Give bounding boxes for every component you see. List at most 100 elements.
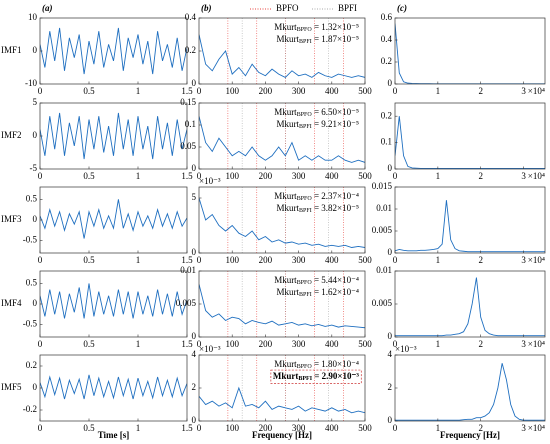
y-exponent: ×10⁻³ <box>199 176 221 186</box>
plot-area <box>395 355 545 421</box>
x-tick-label: 0 <box>393 423 398 433</box>
annotation: MkurtBPFI = 9.21×10⁻⁵ <box>277 119 359 130</box>
annotation-sub: BPFO <box>297 27 313 33</box>
signal-line <box>199 116 365 163</box>
annotation: MkurtBPFO = 6.50×10⁻⁵ <box>274 107 359 118</box>
x-tick-label: 0 <box>197 423 202 433</box>
signal-line <box>199 284 365 329</box>
y-tick-label: 0.2 <box>381 110 392 120</box>
y-tick-label: 0 <box>33 45 38 55</box>
x-tick-label: 0 <box>197 339 202 349</box>
annotation-main: Mkurt <box>274 191 297 201</box>
axes-box <box>394 17 546 85</box>
x-tick-label: 200 <box>259 86 273 96</box>
y-tick-label: 0 <box>33 214 38 224</box>
y-tick-label: 2 <box>388 382 393 392</box>
annotation-main: Mkurt <box>277 287 300 297</box>
x-tick-label: 2 <box>478 423 483 433</box>
x-tick-label: 3 <box>521 255 526 265</box>
plot-area <box>40 18 187 84</box>
axes-box <box>394 102 546 170</box>
y-tick-label: 2 <box>192 382 197 392</box>
y-tick-label: 0 <box>192 78 197 88</box>
panel: 0 1 2 3 0 0.005 0.01 ×10⁴ <box>372 265 546 349</box>
x-tick-label: 3 <box>521 86 526 96</box>
y-tick-label: 0 <box>388 247 393 257</box>
signal-line <box>40 374 187 400</box>
x-tick-label: 400 <box>325 171 339 181</box>
annotation: MkurtBPFO = 1.32×10⁻⁵ <box>274 22 359 33</box>
x-tick-label: 2 <box>478 86 483 96</box>
panel: 0 0.5 1 1.5-0.200.2 <box>23 354 193 433</box>
signal-line <box>199 386 365 414</box>
panel: 0 100 200 300 400 500 0 0.005 0.01 MkurtBPFO = 5.… <box>176 265 373 349</box>
x-tick-label: 500 <box>358 171 372 181</box>
x-tick-label: 500 <box>358 423 372 433</box>
signal-line <box>40 112 187 160</box>
plot-area <box>40 271 187 337</box>
y-tick-label: 0.01 <box>376 203 392 213</box>
y-tick-label: 0.4 <box>185 12 197 22</box>
y-tick-label: -0.2 <box>23 404 37 414</box>
annotation-sub: BPFO <box>297 196 313 202</box>
panel: 0 0.5 1 1.5-0.500.5 <box>23 270 193 349</box>
annotation-rest: = 3.82×10⁻⁵ <box>312 203 359 213</box>
y-tick-label: 0 <box>388 163 393 173</box>
panel: 0 1 2 3 0 0.2 0.4 0.6 ×10⁴ <box>381 12 546 96</box>
panel: 0 100 200 300 400 500 0 2 4 ×10⁻³ MkurtBPFO = 1.80… <box>192 344 373 433</box>
y-tick-label: 0.2 <box>26 360 37 370</box>
plot-area <box>40 187 187 253</box>
x-tick-label: 100 <box>225 171 239 181</box>
x-tick-label: 300 <box>292 171 306 181</box>
annotation: MkurtBPFI = 1.62×10⁻⁴ <box>277 287 359 298</box>
x-tick-label: 2 <box>478 339 483 349</box>
annotation-main: Mkurt <box>274 275 297 285</box>
x-tick-label: 1.5 <box>181 423 193 433</box>
y-tick-label: 0 <box>192 415 197 425</box>
x-tick-label: 0 <box>197 171 202 181</box>
annotation-main: Mkurt <box>277 119 300 129</box>
plot-area <box>40 355 187 421</box>
x-tick-label: 1 <box>136 171 141 181</box>
x-tick-label: 0 <box>38 423 43 433</box>
y-tick-label: 0.4 <box>381 34 393 44</box>
signal-line <box>395 363 545 421</box>
panel: 0 100 200 300 400 500 0 5×10⁻³ MkurtBPFO = 2.37×… <box>192 176 373 265</box>
x-tick-label: 0 <box>393 255 398 265</box>
y-tick-label: 0.05 <box>180 141 196 151</box>
annotation-rest: = 1.32×10⁻⁵ <box>312 22 359 32</box>
annotation-main: Mkurt <box>277 203 300 213</box>
x-axis-label: Frequency [Hz] <box>440 430 500 440</box>
x-tick-label: 500 <box>358 339 372 349</box>
x-tick-label: 300 <box>292 339 306 349</box>
y-tick-label: 0.5 <box>26 193 38 203</box>
y-tick-label: 0 <box>33 130 38 140</box>
row-label: IMF1 <box>1 45 22 55</box>
x-exponent: ×10⁴ <box>528 255 545 265</box>
y-tick-label: 0.005 <box>372 298 393 308</box>
axes-box <box>198 186 366 254</box>
annotation: MkurtBPFO = 2.37×10⁻⁴ <box>274 191 359 202</box>
x-exponent: ×10⁴ <box>528 171 545 181</box>
x-tick-label: 1 <box>436 171 441 181</box>
y-tick-label: -5 <box>30 163 38 173</box>
y-tick-label: 0.1 <box>381 137 392 147</box>
annotation-rest: = 2.90×10⁻³ <box>312 371 359 381</box>
x-exponent: ×10⁴ <box>528 423 545 433</box>
annotation-sub: BPFI <box>299 39 312 45</box>
annotation-main: Mkurt <box>273 371 299 381</box>
annotation-main: Mkurt <box>274 107 297 117</box>
x-tick-label: 300 <box>292 255 306 265</box>
y-tick-label: 0.5 <box>26 277 38 287</box>
row-label: IMF2 <box>1 130 22 140</box>
x-tick-label: 0.5 <box>83 339 95 349</box>
signal-line <box>395 277 545 337</box>
x-tick-label: 1 <box>436 86 441 96</box>
plot-area <box>395 271 545 337</box>
x-tick-label: 1 <box>136 86 141 96</box>
y-tick-label: 10 <box>28 12 38 22</box>
panel: 0 1 2 3 0 2 4 ×10⁻³ ×10⁴ <box>388 344 546 433</box>
annotation-main: Mkurt <box>274 359 297 369</box>
plot-area <box>199 18 365 84</box>
annotation-rest: = 1.62×10⁻⁴ <box>312 287 359 297</box>
